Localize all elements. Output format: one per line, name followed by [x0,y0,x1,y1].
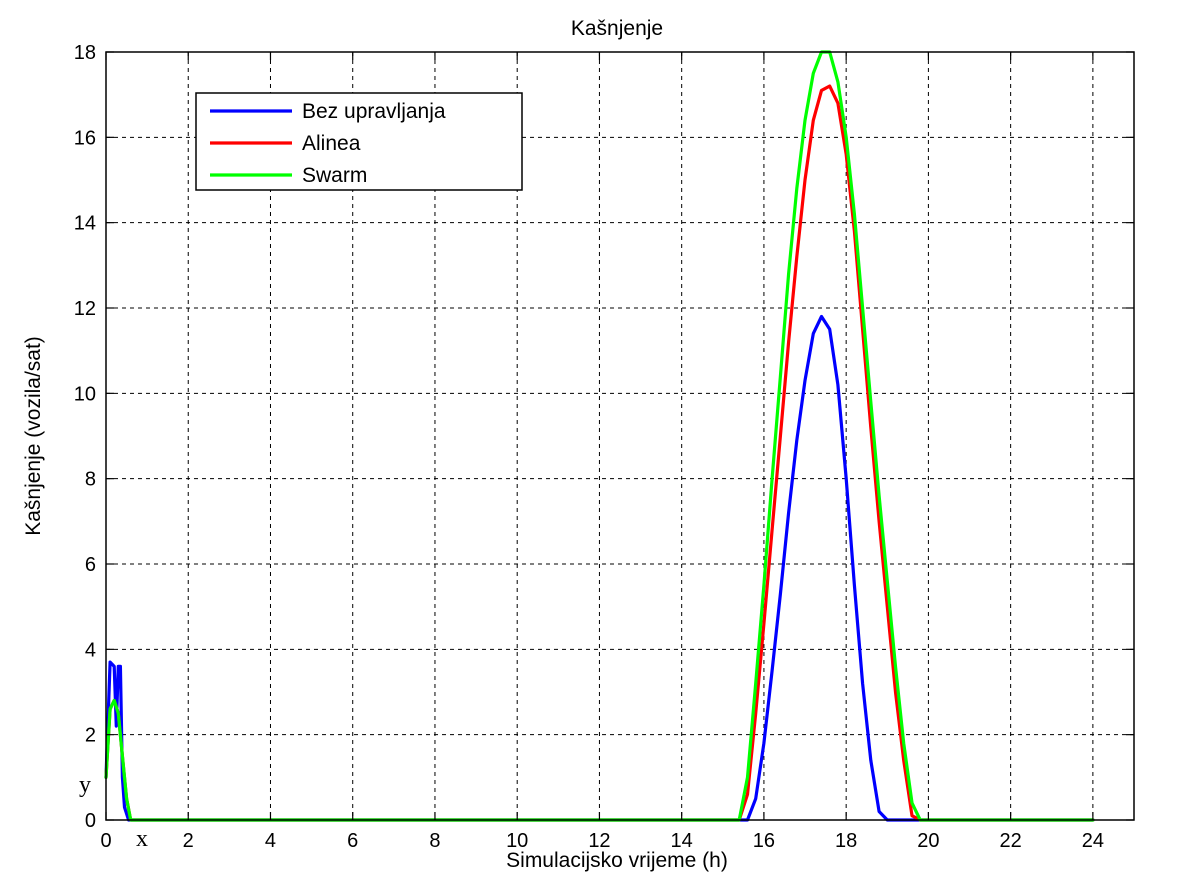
legend-label-alinea: Alinea [302,132,361,155]
y-tick-label: 10 [74,383,96,405]
x-tick-label: 2 [183,830,194,852]
series-line-bez-upravljanja [104,314,1095,822]
x-tick-label: 16 [753,830,775,852]
x-marker-annotation: x [136,826,148,852]
y-tick-label: 2 [85,725,96,747]
x-tick-label: 0 [100,830,111,852]
x-tick-label: 20 [917,830,939,852]
x-tick-label: 6 [347,830,358,852]
x-tick-label: 8 [429,830,440,852]
legend: Bez upravljanja Alinea Swarm [195,92,523,191]
plot-frame [105,51,1135,821]
legend-label-bez-upravljanja: Bez upravljanja [302,100,446,123]
x-tick-label: 10 [506,830,528,852]
series-line-swarm [104,50,1095,822]
chart-title: Kašnjenje [571,17,663,40]
x-axis-label: Simulacijsko vrijeme (h) [506,849,728,872]
y-tick-label: 12 [74,298,96,320]
y-tick-label: 18 [74,42,96,64]
x-tick-label: 14 [671,830,693,852]
y-tick-label: 8 [85,469,96,491]
x-tick-label: 4 [265,830,276,852]
x-tick-label: 18 [835,830,857,852]
y-axis-label: Kašnjenje (vozila/sat) [22,336,45,536]
legend-label-swarm: Swarm [302,164,367,187]
series-lines [104,50,1095,822]
x-tick-label: 24 [1082,830,1104,852]
y-tick-label: 4 [85,639,96,661]
y-tick-label: 16 [74,127,96,149]
y-tick-label: 14 [74,213,96,235]
x-tick-label: 22 [1000,830,1022,852]
x-tick-label: 12 [588,830,610,852]
y-tick-label: 0 [85,810,96,832]
y-marker-annotation: y [79,772,91,798]
y-tick-label: 6 [85,554,96,576]
grid [106,52,1134,820]
